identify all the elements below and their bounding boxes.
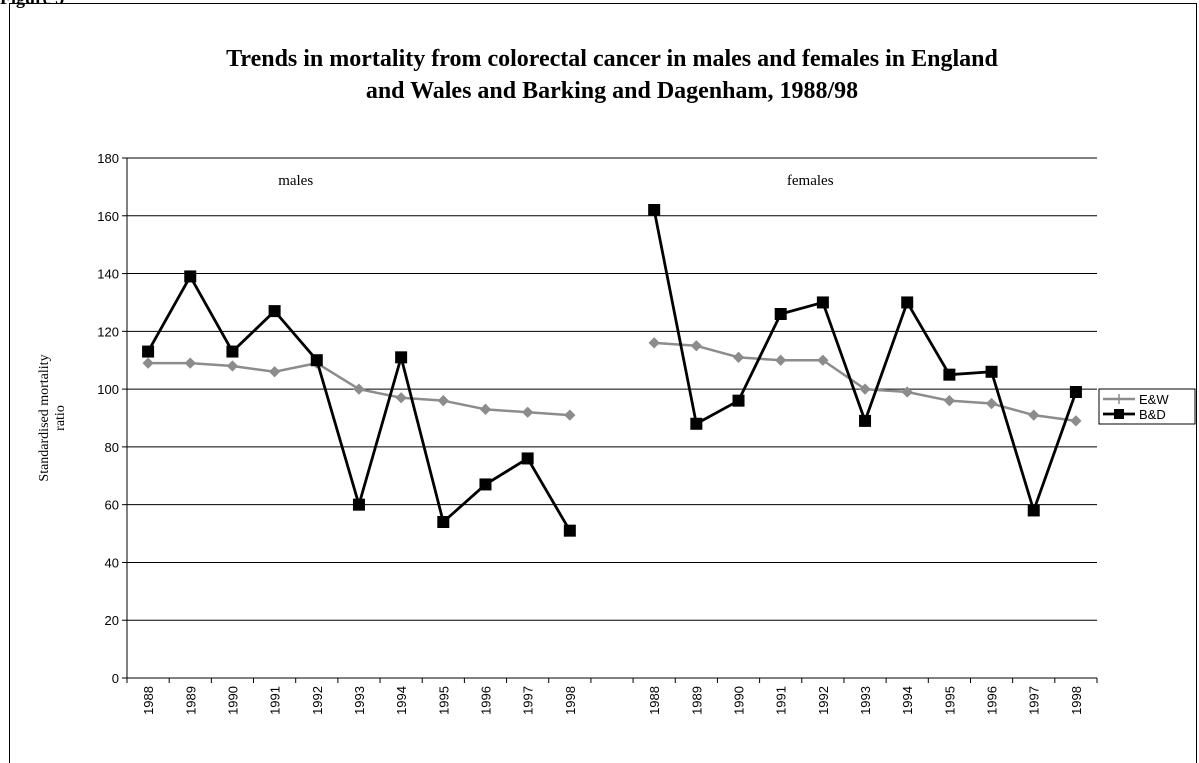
x-tick-label: 1994 bbox=[900, 686, 915, 715]
bd-point bbox=[310, 354, 323, 367]
x-tick-label: 1988 bbox=[141, 686, 156, 715]
x-tick-label: 1992 bbox=[310, 686, 325, 715]
bd-point bbox=[563, 524, 576, 537]
ew-point bbox=[690, 340, 703, 352]
y-tick-label: 120 bbox=[97, 324, 119, 339]
x-tick-label: 1993 bbox=[858, 686, 873, 715]
bd-point bbox=[142, 345, 155, 358]
ew-point bbox=[817, 354, 829, 366]
x-tick-label: 1990 bbox=[732, 686, 747, 715]
y-axis-label-line2: ratio bbox=[53, 405, 68, 431]
ew-point bbox=[985, 397, 998, 410]
y-tick-label: 80 bbox=[105, 440, 119, 455]
y-tick-label: 20 bbox=[105, 613, 119, 628]
chart-title-line2: and Wales and Barking and Dagenham, 1988… bbox=[366, 78, 858, 104]
ew-point bbox=[564, 409, 576, 421]
bd-point bbox=[479, 478, 492, 491]
x-tick-label: 1997 bbox=[1027, 686, 1042, 715]
ew-point bbox=[943, 395, 956, 407]
bd-point bbox=[437, 516, 450, 528]
gridlines bbox=[127, 157, 1097, 621]
y-tick-label: 100 bbox=[97, 382, 119, 397]
x-tick-label: 1998 bbox=[563, 686, 578, 715]
ew-point bbox=[226, 360, 239, 372]
ew-point bbox=[521, 406, 534, 418]
x-tick-label: 1988 bbox=[647, 686, 662, 715]
legend: E&WB&D bbox=[1098, 388, 1196, 425]
bd-point bbox=[1027, 504, 1040, 517]
x-tick-label: 1991 bbox=[268, 686, 283, 715]
bd-point bbox=[774, 308, 787, 320]
ew-point bbox=[268, 366, 281, 378]
figure-label: Figure 5 bbox=[0, 0, 64, 9]
x-tick-label: 1998 bbox=[1069, 686, 1084, 715]
ew-point bbox=[142, 357, 154, 369]
x-tick-label: 1989 bbox=[689, 686, 704, 715]
ew-point bbox=[648, 337, 660, 349]
x-tick-label: 1993 bbox=[352, 686, 367, 715]
bd-point bbox=[1069, 386, 1082, 398]
ew-point bbox=[395, 392, 407, 404]
y-tick-label: 40 bbox=[105, 555, 119, 570]
chart: Trends in mortality from colorectal canc… bbox=[37, 46, 1196, 715]
ew-point bbox=[1028, 409, 1040, 421]
ew-point bbox=[901, 386, 913, 398]
series-line-bd bbox=[146, 275, 572, 532]
bd-point bbox=[395, 351, 408, 364]
series-line-ew bbox=[654, 341, 1077, 423]
bd-point bbox=[859, 414, 872, 427]
panel-label-males: males bbox=[278, 173, 313, 189]
bd-point bbox=[816, 296, 829, 309]
x-tick-label: 1995 bbox=[942, 686, 957, 715]
figure-frame bbox=[9, 3, 1197, 763]
bd-point bbox=[901, 296, 914, 309]
bd-point bbox=[226, 345, 239, 358]
x-tick-label: 1990 bbox=[225, 686, 240, 715]
legend-label: B&D bbox=[1139, 407, 1166, 422]
panel-labels: males females bbox=[278, 173, 834, 189]
x-tick-label: 1994 bbox=[394, 686, 409, 715]
x-tick-label: 1996 bbox=[985, 686, 1000, 715]
x-tick-labels: 1988 1989 1990 1991 1992 1993 1994 1995 1996 1997… bbox=[141, 686, 1084, 715]
bd-point bbox=[985, 365, 998, 378]
legend-label: E&W bbox=[1139, 392, 1169, 407]
chart-title-line1: Trends in mortality from colorectal canc… bbox=[226, 46, 998, 72]
bd-point bbox=[943, 368, 956, 381]
bd-point bbox=[184, 270, 197, 283]
legend-marker bbox=[1114, 409, 1124, 419]
y-tick-labels: 0 20 40 60 80 100 120 140 160 180 bbox=[97, 151, 119, 686]
x-tick-label: 1991 bbox=[774, 686, 789, 715]
x-tick-label: 1992 bbox=[816, 686, 831, 715]
bd-point bbox=[648, 204, 661, 216]
series-lines bbox=[142, 204, 1082, 537]
bd-point bbox=[732, 394, 745, 407]
y-tick-label: 0 bbox=[112, 671, 119, 686]
bd-point bbox=[268, 305, 281, 318]
bd-point bbox=[352, 498, 365, 511]
x-tick-label: 1989 bbox=[183, 686, 198, 715]
ew-point bbox=[859, 383, 871, 395]
ew-point bbox=[775, 354, 787, 366]
axes bbox=[122, 157, 1098, 683]
y-tick-label: 180 bbox=[97, 151, 119, 166]
ew-point bbox=[184, 357, 196, 369]
y-tick-label: 160 bbox=[97, 209, 119, 224]
y-axis-label-line1: Standardised mortality bbox=[37, 354, 52, 481]
y-tick-label: 60 bbox=[105, 498, 119, 513]
x-tick-label: 1995 bbox=[436, 686, 451, 715]
x-tick-label: 1997 bbox=[521, 686, 536, 715]
ew-point bbox=[1070, 415, 1082, 427]
panel-label-females: females bbox=[787, 173, 834, 189]
bd-point bbox=[521, 452, 534, 465]
y-tick-label: 140 bbox=[97, 267, 119, 282]
x-tick-label: 1996 bbox=[478, 686, 493, 715]
ew-point bbox=[732, 351, 745, 363]
ew-point bbox=[437, 395, 449, 407]
series-line-bd bbox=[652, 209, 1078, 512]
ew-point bbox=[479, 403, 492, 415]
bd-point bbox=[690, 417, 703, 430]
ew-point bbox=[353, 383, 365, 395]
